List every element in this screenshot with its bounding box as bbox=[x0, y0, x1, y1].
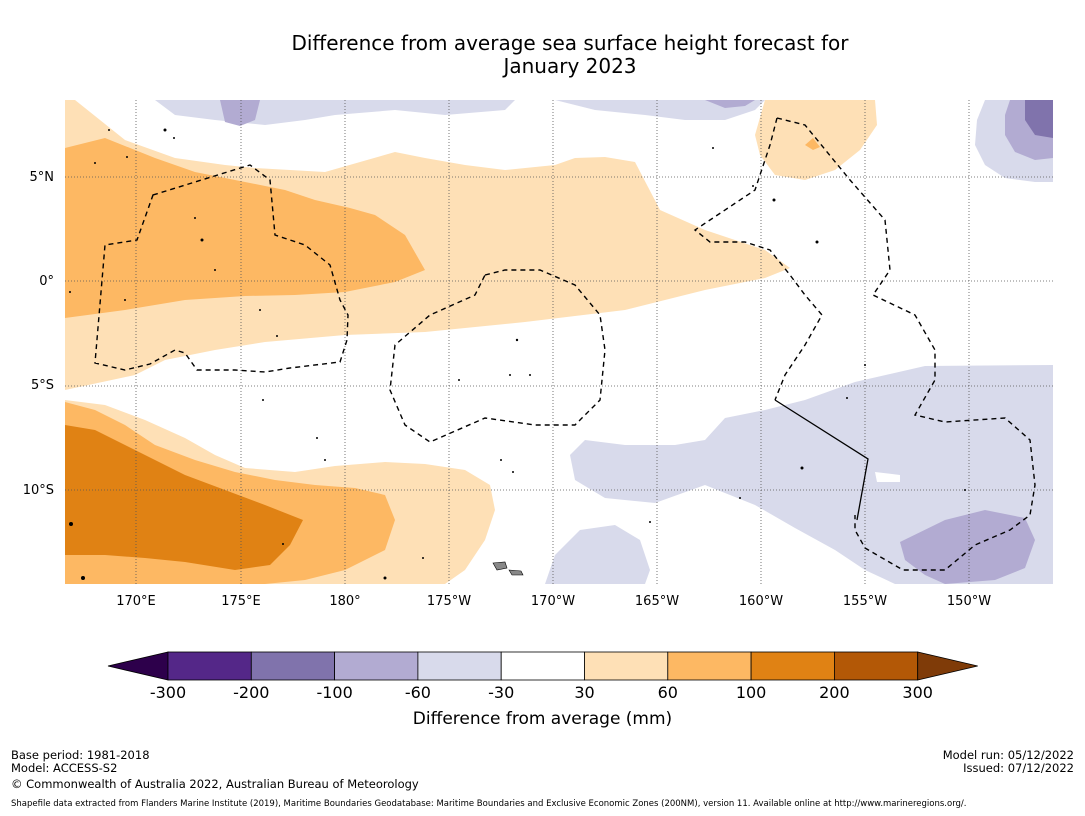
lon-label-155w: 155°W bbox=[842, 594, 888, 609]
lon-label-180: 180° bbox=[329, 594, 361, 609]
footer-model-run: Model run: 05/12/2022 bbox=[942, 748, 1074, 762]
shading-orange-north bbox=[65, 138, 425, 318]
colorbar-extend-min bbox=[107, 651, 169, 681]
footer-issued: Issued: 07/12/2022 bbox=[963, 761, 1074, 775]
island-dots bbox=[69, 128, 966, 580]
lon-label-170w: 170°W bbox=[530, 594, 576, 609]
colorbar-extend-max bbox=[917, 651, 978, 681]
colorbar-segment bbox=[500, 651, 585, 681]
colorbar-tick-label: 200 bbox=[819, 683, 850, 702]
chart-title: Difference from average sea surface heig… bbox=[0, 32, 1085, 78]
colorbar-segment bbox=[750, 651, 835, 681]
lat-label-0: 0° bbox=[39, 274, 54, 289]
lat-label-5n: 5°N bbox=[29, 170, 55, 185]
lon-label-150w: 150°W bbox=[946, 594, 992, 609]
title-line-2: January 2023 bbox=[503, 54, 637, 78]
shading-purple-southeast bbox=[900, 510, 1035, 584]
maritime-boundary-line bbox=[774, 399, 869, 521]
eez-boundaries bbox=[94, 117, 1036, 571]
colorbar-tick-label: 60 bbox=[657, 683, 678, 702]
shading-dark-orange-south bbox=[65, 425, 303, 570]
shading-orange-northeast-small bbox=[805, 138, 820, 150]
colorbar-segment bbox=[834, 651, 919, 681]
footer-model: Model: ACCESS-S2 bbox=[11, 761, 118, 775]
colorbar-segment bbox=[584, 651, 669, 681]
colorbar-label: Difference from average (mm) bbox=[412, 709, 673, 729]
footer-base-period: Base period: 1981-2018 bbox=[11, 748, 150, 762]
lat-label-10s: 10°S bbox=[22, 483, 54, 498]
colorbar-tick-label: -300 bbox=[149, 683, 187, 702]
colorbar-segment bbox=[417, 651, 502, 681]
colorbar bbox=[107, 651, 978, 681]
shading-purple-north-spot2 bbox=[705, 100, 755, 108]
map-panel bbox=[65, 100, 1053, 584]
lat-label-5s: 5°S bbox=[30, 378, 54, 393]
shading-light-orange-north bbox=[65, 100, 790, 390]
colorbar-tick-label: 30 bbox=[574, 683, 595, 702]
colorbar-tick-label: -60 bbox=[404, 683, 431, 702]
shading-purple-north-spot bbox=[220, 100, 260, 126]
lon-label-175w: 175°W bbox=[426, 594, 472, 609]
lon-label-165w: 165°W bbox=[634, 594, 680, 609]
footer-shapefile-credit: Shapefile data extracted from Flanders M… bbox=[11, 799, 967, 809]
shading-white-notch bbox=[875, 472, 900, 482]
shading-purple-northeast2 bbox=[1025, 100, 1053, 138]
shading-orange-northeast bbox=[755, 100, 877, 180]
colorbar-tick-label: -30 bbox=[488, 683, 515, 702]
shading-lilac-north2 bbox=[555, 100, 765, 120]
lon-label-160w: 160°W bbox=[738, 594, 784, 609]
colorbar-tick-label: -200 bbox=[233, 683, 270, 702]
shading-lilac-south-small bbox=[545, 525, 650, 584]
colorbar-tick-label: -100 bbox=[316, 683, 353, 702]
title-line-1: Difference from average sea surface heig… bbox=[291, 31, 849, 55]
colorbar-segment bbox=[667, 651, 752, 681]
footer-copyright: © Commonwealth of Australia 2022, Austra… bbox=[11, 777, 419, 791]
colorbar-tick-label: 300 bbox=[902, 683, 933, 702]
samoa-islands bbox=[492, 561, 524, 576]
lon-label-175e: 175°E bbox=[221, 594, 261, 609]
colorbar-segment bbox=[334, 651, 419, 681]
colorbar-segment bbox=[250, 651, 336, 681]
lon-label-170e: 170°E bbox=[116, 594, 156, 609]
colorbar-segment bbox=[167, 651, 252, 681]
colorbar-tick-label: 100 bbox=[735, 683, 767, 702]
